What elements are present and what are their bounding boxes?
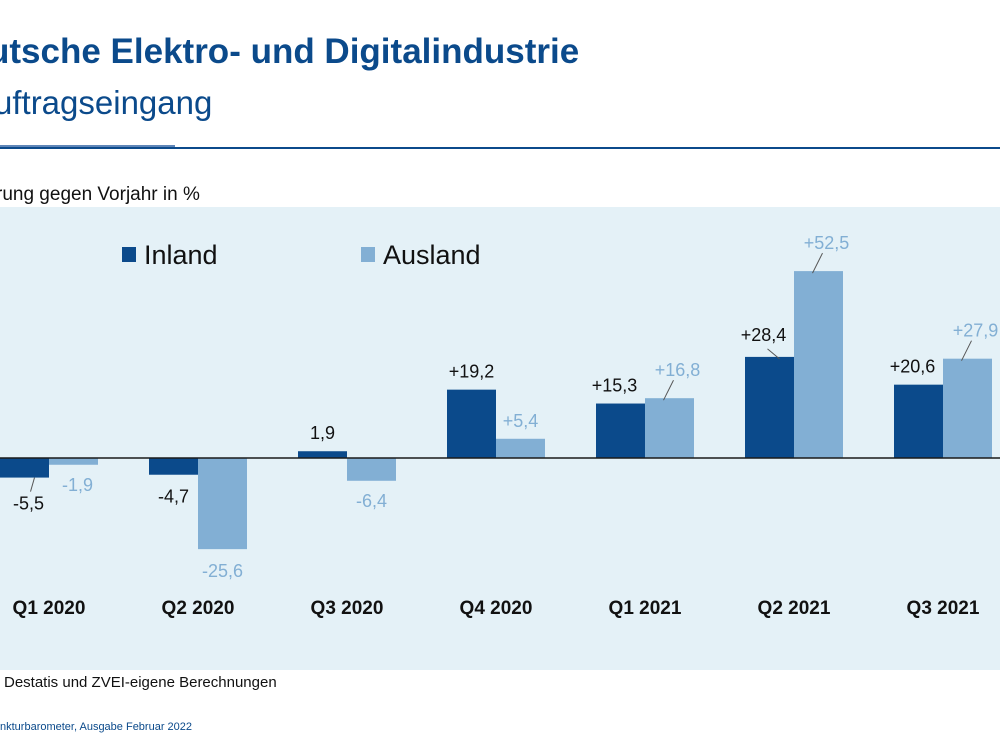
label-connector-0-0: [30, 477, 35, 492]
data-label-ausland-5: +52,5: [804, 233, 850, 253]
x-tick-label-5: Q2 2021: [758, 598, 831, 619]
data-label-inland-3: +19,2: [449, 362, 495, 382]
x-tick-label-6: Q3 2021: [907, 598, 980, 619]
x-tick-label-1: Q2 2020: [162, 598, 235, 619]
title-divider-accent: [0, 145, 175, 147]
page-title: utsche Elektro- und Digitalindustrie: [0, 32, 580, 71]
bars-group: [0, 271, 1000, 550]
bar-inland-3: [447, 389, 496, 458]
bar-inland-4: [596, 403, 645, 458]
data-label-inland-4: +15,3: [592, 376, 638, 396]
bar-ausland-0: [49, 458, 98, 465]
label-connectors-group: [30, 252, 972, 492]
bar-ausland-4: [645, 398, 694, 458]
source-note: Destatis und ZVEI-eigene Berechnungen: [4, 674, 277, 691]
data-label-ausland-2: -6,4: [356, 491, 387, 511]
bar-ausland-5: [794, 271, 843, 458]
y-unit-label: rung gegen Vorjahr in %: [0, 184, 200, 205]
data-label-ausland-1: -25,6: [202, 561, 243, 581]
page-subtitle: uftragseingang: [0, 84, 213, 121]
bar-inland-0: [0, 458, 49, 478]
x-tick-labels-group: Q1 2020 Q2 2020 Q3 2020 Q4 2020 Q1 2021 Q2 20…: [13, 598, 980, 619]
data-label-ausland-6: +27,9: [953, 321, 999, 341]
bar-inland-6: [894, 384, 943, 458]
data-labels-group: -5,5 -1,9 -4,7 -25,6 1,9 -6,4 +19,2 +5,4 +15,3 +1…: [13, 233, 998, 581]
bar-inland-1: [149, 458, 198, 475]
legend-label-inland: Inland: [144, 240, 218, 270]
x-tick-label-3: Q4 2020: [460, 598, 533, 619]
legend: Inland Ausland: [122, 240, 481, 270]
data-label-inland-1: -4,7: [158, 487, 189, 507]
bar-ausland-2: [347, 458, 396, 481]
legend-swatch-inland: [122, 247, 136, 262]
x-tick-label-2: Q3 2020: [311, 598, 384, 619]
data-label-ausland-4: +16,8: [655, 360, 701, 380]
title-divider: [0, 147, 1000, 149]
data-label-ausland-0: -1,9: [62, 475, 93, 495]
bar-inland-2: [298, 451, 347, 458]
legend-swatch-ausland: [361, 247, 375, 262]
legend-label-ausland: Ausland: [383, 240, 481, 270]
data-label-ausland-3: +5,4: [503, 411, 539, 431]
bar-inland-5: [745, 356, 794, 458]
bar-ausland-3: [496, 438, 545, 458]
data-label-inland-2: 1,9: [310, 423, 335, 443]
bar-ausland-6: [943, 358, 992, 458]
label-connector-1-6: [961, 340, 972, 361]
publication-note: nkturbarometer, Ausgabe Februar 2022: [0, 721, 193, 733]
x-tick-label-0: Q1 2020: [13, 598, 86, 619]
x-tick-label-4: Q1 2021: [609, 598, 682, 619]
data-label-inland-6: +20,6: [890, 357, 936, 377]
data-label-inland-5: +28,4: [741, 325, 787, 345]
label-connector-1-4: [663, 379, 674, 401]
data-label-inland-0: -5,5: [13, 494, 44, 514]
label-connector-0-5: [767, 348, 780, 360]
label-connector-1-5: [812, 252, 823, 274]
bar-ausland-1: [198, 458, 247, 550]
